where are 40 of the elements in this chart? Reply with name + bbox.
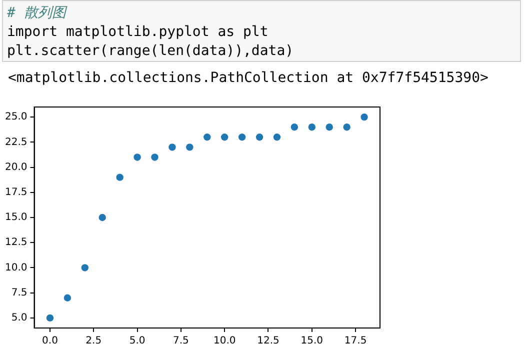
- x-tick-label: 12.5: [257, 336, 280, 347]
- text: # 散列图: [7, 4, 68, 23]
- y-tick-label: 15.0: [5, 212, 28, 224]
- point: [273, 134, 281, 141]
- point: [220, 134, 228, 141]
- point: [98, 214, 106, 222]
- point: [151, 154, 158, 161]
- x-tick-label: 10.0: [213, 336, 236, 347]
- point: [326, 123, 333, 131]
- point: [64, 294, 72, 302]
- y-tick-label: 7.5: [11, 287, 28, 298]
- y-tick-label: 5.0: [11, 312, 28, 324]
- text: plt.scatter(range(len(data)),data): [7, 42, 295, 61]
- y-tick-label: 22.5: [5, 136, 28, 148]
- point: [360, 113, 368, 121]
- y-tick-label: 12.5: [5, 237, 28, 248]
- point: [308, 123, 316, 131]
- x-tick-label: 2.5: [86, 336, 102, 347]
- text: <matplotlib.collections.PathCollection at 0x7f7f54515390>: [8, 70, 488, 86]
- point: [116, 174, 124, 181]
- point: [204, 134, 211, 141]
- y-tick-label: 17.5: [5, 186, 28, 198]
- point: [46, 314, 54, 322]
- x-tick-label: 5.0: [129, 336, 146, 347]
- point: [134, 154, 141, 161]
- x-tick-label: 7.5: [172, 336, 189, 347]
- point: [290, 123, 298, 131]
- point: [186, 144, 194, 151]
- y-tick-label: 20.0: [5, 162, 28, 173]
- x-tick-label: 15.0: [300, 336, 324, 347]
- y-tick-label: 10.0: [5, 262, 28, 274]
- point: [256, 134, 264, 141]
- y-tick-label: 25.0: [5, 112, 28, 123]
- x-tick-label: 17.5: [344, 336, 367, 347]
- point: [238, 134, 246, 141]
- point: [168, 144, 176, 151]
- text: import matplotlib.pyplot as plt: [7, 23, 270, 42]
- x-tick-label: 0.0: [42, 336, 58, 347]
- point: [343, 123, 350, 131]
- point: [81, 264, 89, 272]
